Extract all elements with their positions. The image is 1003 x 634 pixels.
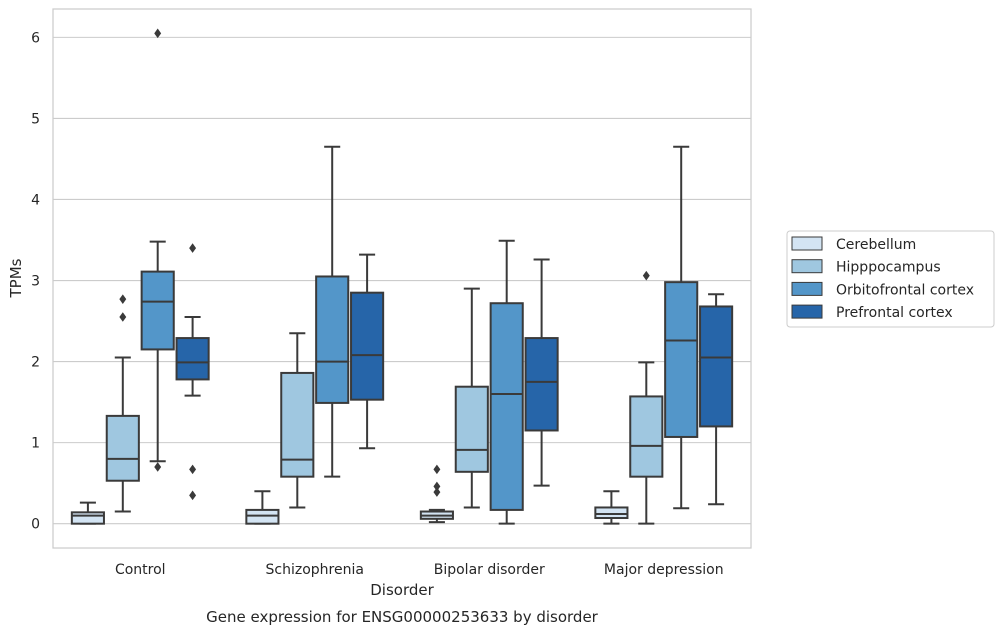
- box-body: [629, 395, 664, 478]
- box-1-0: [105, 294, 140, 513]
- x-axis-label: Disorder: [370, 581, 434, 599]
- plot-frame: [52, 8, 752, 549]
- box-1-1: [280, 332, 315, 509]
- y-tick-label: 3: [31, 274, 40, 290]
- x-tick-labels: Control Schizophrenia Bipolar disorder Majo…: [115, 562, 724, 578]
- box-body: [140, 270, 175, 351]
- outlier-point: [154, 28, 162, 39]
- box-body: [454, 385, 489, 473]
- box-series: [70, 28, 734, 525]
- y-tick-labels: 0 1 2 3 4 5 6: [31, 30, 40, 532]
- y-tick-label: 5: [31, 111, 40, 127]
- y-tick-label: 6: [31, 30, 40, 46]
- y-tick-label: 2: [31, 355, 40, 371]
- outlier-point: [189, 490, 197, 501]
- box-0-3: [594, 490, 629, 525]
- box-body: [105, 414, 140, 482]
- box-2-2: [489, 239, 524, 525]
- box-0-0: [70, 501, 105, 525]
- legend-label: Cerebellum: [836, 237, 916, 253]
- box-0-1: [245, 490, 280, 525]
- box-body: [245, 508, 280, 525]
- legend-label: Prefrontal cortex: [836, 305, 953, 321]
- box-body: [594, 506, 629, 520]
- box-body: [350, 291, 385, 401]
- y-tick-label: 0: [31, 517, 40, 533]
- box-body: [315, 275, 350, 404]
- outlier-point: [119, 294, 127, 304]
- box-1-2: [454, 287, 489, 509]
- legend-swatch: [791, 281, 823, 296]
- outlier-point: [433, 487, 441, 497]
- box-3-3: [699, 293, 734, 506]
- box-2-0: [140, 28, 175, 472]
- chart-caption: Gene expression for ENSG00000253633 by d…: [206, 608, 599, 626]
- box-body: [489, 302, 524, 511]
- outlier-point: [189, 464, 197, 475]
- box-3-1: [350, 253, 385, 450]
- x-tick-label: Bipolar disorder: [434, 562, 545, 578]
- outlier-point: [119, 312, 127, 322]
- box-1-3: [629, 270, 664, 525]
- y-axis-label: TPMs: [7, 258, 25, 298]
- x-tick-label: Control: [115, 562, 166, 578]
- legend: Cerebellum Hipppocampus Orbitofrontal cort…: [786, 230, 995, 328]
- x-tick-label: Major depression: [604, 562, 724, 578]
- legend-label: Orbitofrontal cortex: [836, 282, 974, 298]
- legend-swatch: [791, 304, 823, 319]
- outlier-point: [433, 464, 441, 475]
- outlier-point: [189, 243, 197, 253]
- outlier-point: [433, 481, 441, 492]
- outlier-point: [642, 270, 650, 281]
- x-tick-label: Schizophrenia: [266, 562, 364, 578]
- box-body: [664, 281, 699, 438]
- box-body: [175, 337, 210, 381]
- box-2-1: [315, 145, 350, 478]
- y-tick-label: 1: [31, 436, 40, 452]
- legend-frame: [786, 230, 995, 328]
- box-3-2: [524, 258, 559, 487]
- box-3-0: [175, 243, 210, 501]
- box-body: [280, 371, 315, 478]
- box-2-3: [664, 145, 699, 510]
- box-0-2: [419, 464, 454, 524]
- box-body: [524, 337, 559, 432]
- box-body: [70, 511, 105, 525]
- legend-swatch: [791, 236, 823, 251]
- legend-swatch: [791, 259, 823, 274]
- outlier-point: [154, 462, 162, 472]
- box-body: [699, 305, 734, 428]
- y-tick-label: 4: [31, 192, 40, 208]
- legend-label: Hipppocampus: [836, 260, 941, 276]
